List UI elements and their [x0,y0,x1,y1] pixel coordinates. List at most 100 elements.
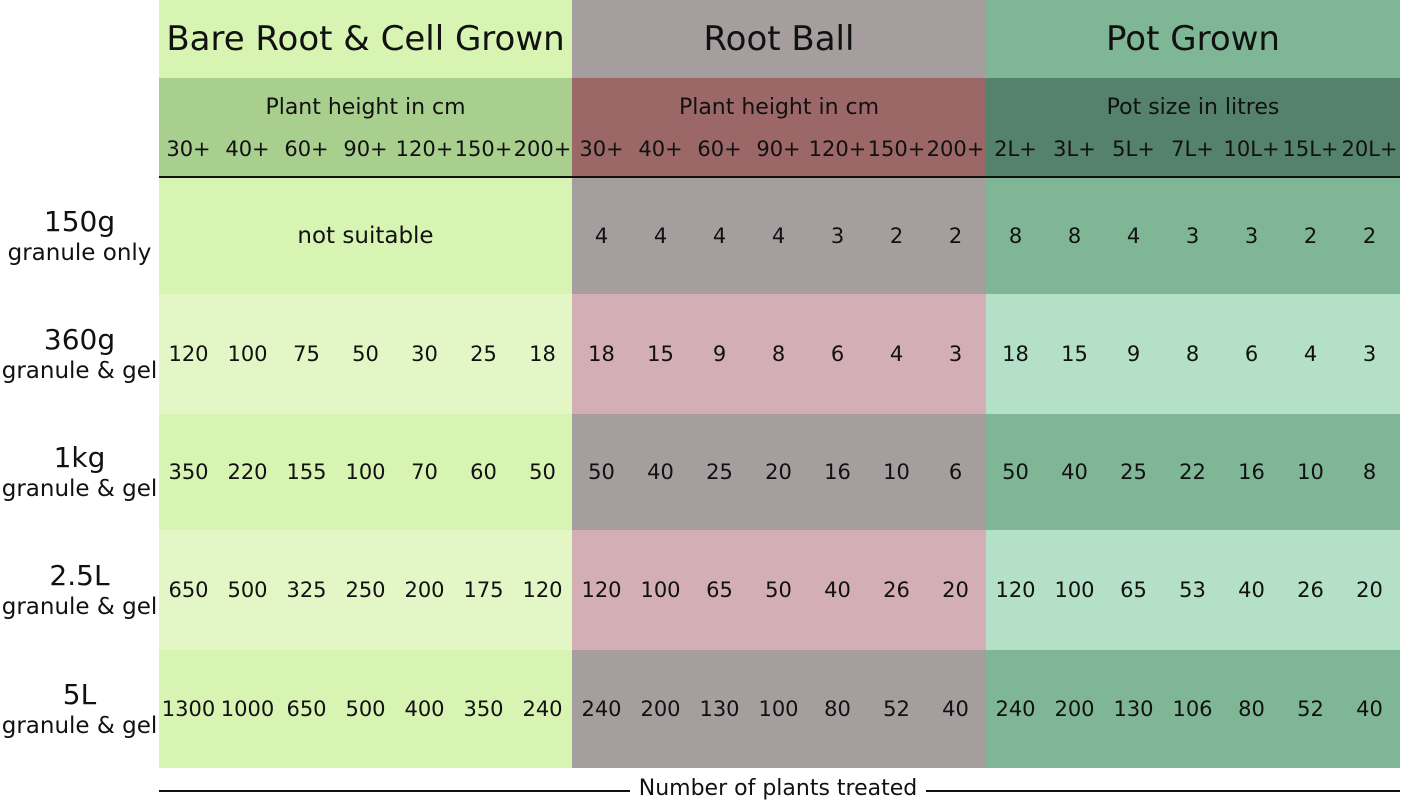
row-size: 150g [43,205,116,238]
value-cell: 18 [1002,342,1029,366]
value-cell: 100 [758,697,799,721]
value-cell: 120 [168,342,209,366]
value-cell: 4 [1303,342,1318,366]
value-cell: 120 [522,578,563,602]
group-title: Pot Grown [986,0,1400,78]
value-cell: 8 [1008,224,1023,248]
row-size: 360g [43,323,116,356]
column-label: 150+ [454,137,513,161]
value-cell: 3 [830,224,845,248]
value-cell: 650 [168,578,209,602]
row-band [159,294,572,414]
column-label: 5L+ [1112,137,1155,161]
value-cell: 4 [889,342,904,366]
row-band [986,530,1400,650]
value-cell: 26 [883,578,910,602]
header-rule [159,176,1400,178]
row-label: 360g granule & gel [0,294,159,414]
row-band [572,294,986,414]
value-cell: 1000 [220,697,275,721]
row-band [572,530,986,650]
value-cell: 240 [581,697,622,721]
value-cell: 18 [588,342,615,366]
value-cell: 70 [411,460,438,484]
column-label: 60+ [284,137,329,161]
value-cell: 100 [227,342,268,366]
column-label: 200+ [926,137,985,161]
row-label: 150g granule only [0,178,159,294]
row-size: 2.5L [49,559,110,592]
not-suitable-cell: not suitable [297,223,434,249]
column-label: 40+ [638,137,683,161]
value-cell: 80 [824,697,851,721]
value-cell: 106 [1172,697,1213,721]
row-band [986,414,1400,530]
value-cell: 30 [411,342,438,366]
footer-line-left [159,790,630,792]
row-type: granule only [7,240,152,266]
value-cell: 3 [1185,224,1200,248]
group-subtitle: Pot size in litres [1106,95,1280,120]
value-cell: 50 [765,578,792,602]
value-cell: 40 [942,697,969,721]
value-cell: 80 [1238,697,1265,721]
value-cell: 26 [1297,578,1324,602]
row-band [986,294,1400,414]
value-cell: 120 [995,578,1036,602]
value-cell: 16 [1238,460,1265,484]
column-label: 3L+ [1053,137,1096,161]
value-cell: 15 [1061,342,1088,366]
group-subheader-band [986,78,1400,177]
footer-line-right [926,790,1400,792]
value-cell: 3 [1244,224,1259,248]
value-cell: 6 [948,460,963,484]
value-cell: 650 [286,697,327,721]
value-cell: 4 [1126,224,1141,248]
group-title: Bare Root & Cell Grown [159,0,572,78]
value-cell: 60 [470,460,497,484]
column-label: 40+ [225,137,270,161]
column-label: 7L+ [1171,137,1214,161]
value-cell: 20 [942,578,969,602]
value-cell: 10 [1297,460,1324,484]
value-cell: 25 [706,460,733,484]
column-label: 90+ [343,137,388,161]
column-label: 30+ [579,137,624,161]
value-cell: 325 [286,578,327,602]
value-cell: 9 [712,342,727,366]
column-label: 200+ [513,137,572,161]
value-cell: 15 [647,342,674,366]
value-cell: 52 [1297,697,1324,721]
value-cell: 50 [588,460,615,484]
value-cell: 25 [470,342,497,366]
value-cell: 350 [463,697,504,721]
row-type: granule & gel [1,713,158,739]
row-band [159,178,572,294]
value-cell: 40 [1356,697,1383,721]
value-cell: 53 [1179,578,1206,602]
row-band [159,650,572,768]
group-subheader-band [572,78,986,177]
value-cell: 10 [883,460,910,484]
column-label: 60+ [697,137,742,161]
value-cell: 8 [771,342,786,366]
group-title: Root Ball [572,0,986,78]
value-cell: 4 [712,224,727,248]
value-cell: 500 [345,697,386,721]
row-band [572,414,986,530]
row-size: 5L [62,678,97,711]
value-cell: 100 [1054,578,1095,602]
column-label: 120+ [808,137,867,161]
row-type: granule & gel [1,594,158,620]
value-cell: 25 [1120,460,1147,484]
column-label: 10L+ [1223,137,1280,161]
row-band [159,414,572,530]
value-cell: 4 [594,224,609,248]
value-cell: 2 [1303,224,1318,248]
value-cell: 200 [640,697,681,721]
value-cell: 100 [345,460,386,484]
column-label: 15L+ [1282,137,1339,161]
value-cell: 9 [1126,342,1141,366]
row-size: 1kg [53,441,106,474]
column-label: 20L+ [1341,137,1398,161]
